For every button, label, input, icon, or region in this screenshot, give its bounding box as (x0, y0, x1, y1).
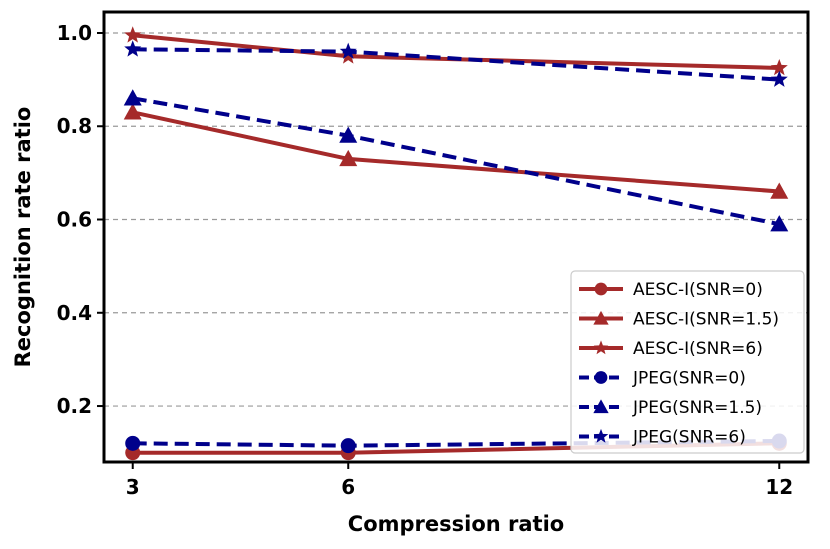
legend-label: AESC-I(SNR=6) (633, 339, 763, 359)
legend-marker (593, 428, 609, 443)
x-tick-label: 3 (126, 475, 140, 499)
legend-marker (593, 310, 609, 325)
legend-entry: JPEG(SNR=0) (579, 369, 746, 389)
x-tick-label: 12 (765, 475, 793, 499)
series-layer (123, 26, 789, 461)
legend-entry: JPEG(SNR=6) (579, 428, 746, 448)
y-tick-label: 0.2 (57, 394, 92, 418)
data-point (339, 47, 357, 64)
legend-label: JPEG(SNR=0) (632, 369, 746, 389)
series-JPEG(SNR=6) (124, 40, 788, 87)
x-tick-label: 6 (341, 475, 355, 499)
data-point (770, 182, 789, 199)
y-tick-label: 0.6 (57, 208, 92, 232)
data-point (339, 42, 357, 59)
y-axis-label: Recognition rate ratio (11, 107, 35, 368)
series-line (132, 110, 780, 194)
legend-marker (594, 282, 608, 296)
legend-label: AESC-I(SNR=1.5) (633, 310, 779, 330)
data-point (339, 126, 358, 143)
series-AESC-I(SNR=1.5) (123, 103, 789, 199)
plot-frame (102, 10, 810, 464)
legend-entry: AESC-I(SNR=0) (579, 280, 763, 300)
data-point (770, 215, 789, 232)
legend-label: AESC-I(SNR=0) (633, 280, 763, 300)
data-point (123, 103, 142, 120)
axis-ticks: 0.2 0.4 0.6 0.8 1.0 3 6 12 (57, 21, 794, 499)
legend-entry: JPEG(SNR=1.5) (579, 398, 762, 418)
y-tick-label: 0.8 (57, 114, 92, 138)
series-AESC-I(SNR=6) (124, 26, 788, 76)
data-point (125, 435, 141, 451)
y-tick-label: 1.0 (57, 21, 92, 45)
data-point (123, 89, 142, 106)
legend-marker (594, 371, 608, 384)
data-point (770, 70, 788, 87)
series-line (132, 96, 780, 227)
legend-label: JPEG(SNR=6) (632, 428, 746, 448)
legend-entry: AESC-I(SNR=6) (579, 339, 763, 359)
data-point (770, 59, 788, 76)
y-tick-label: 0.4 (57, 301, 92, 325)
legend-marker (593, 340, 609, 355)
data-point (124, 40, 142, 57)
x-axis-label: Compression ratio (348, 512, 564, 536)
data-point (340, 438, 356, 454)
legend-marker (593, 399, 609, 414)
series-JPEG(SNR=1.5) (123, 89, 789, 232)
legend-box (570, 270, 805, 454)
legend-label: JPEG(SNR=1.5) (632, 398, 762, 418)
data-point (339, 149, 358, 167)
legend-entry: AESC-I(SNR=1.5) (579, 310, 779, 330)
data-point (124, 26, 142, 43)
legend: AESC-I(SNR=0) AESC-I(SNR=1.5) AESC-I(SNR=6… (570, 270, 805, 454)
